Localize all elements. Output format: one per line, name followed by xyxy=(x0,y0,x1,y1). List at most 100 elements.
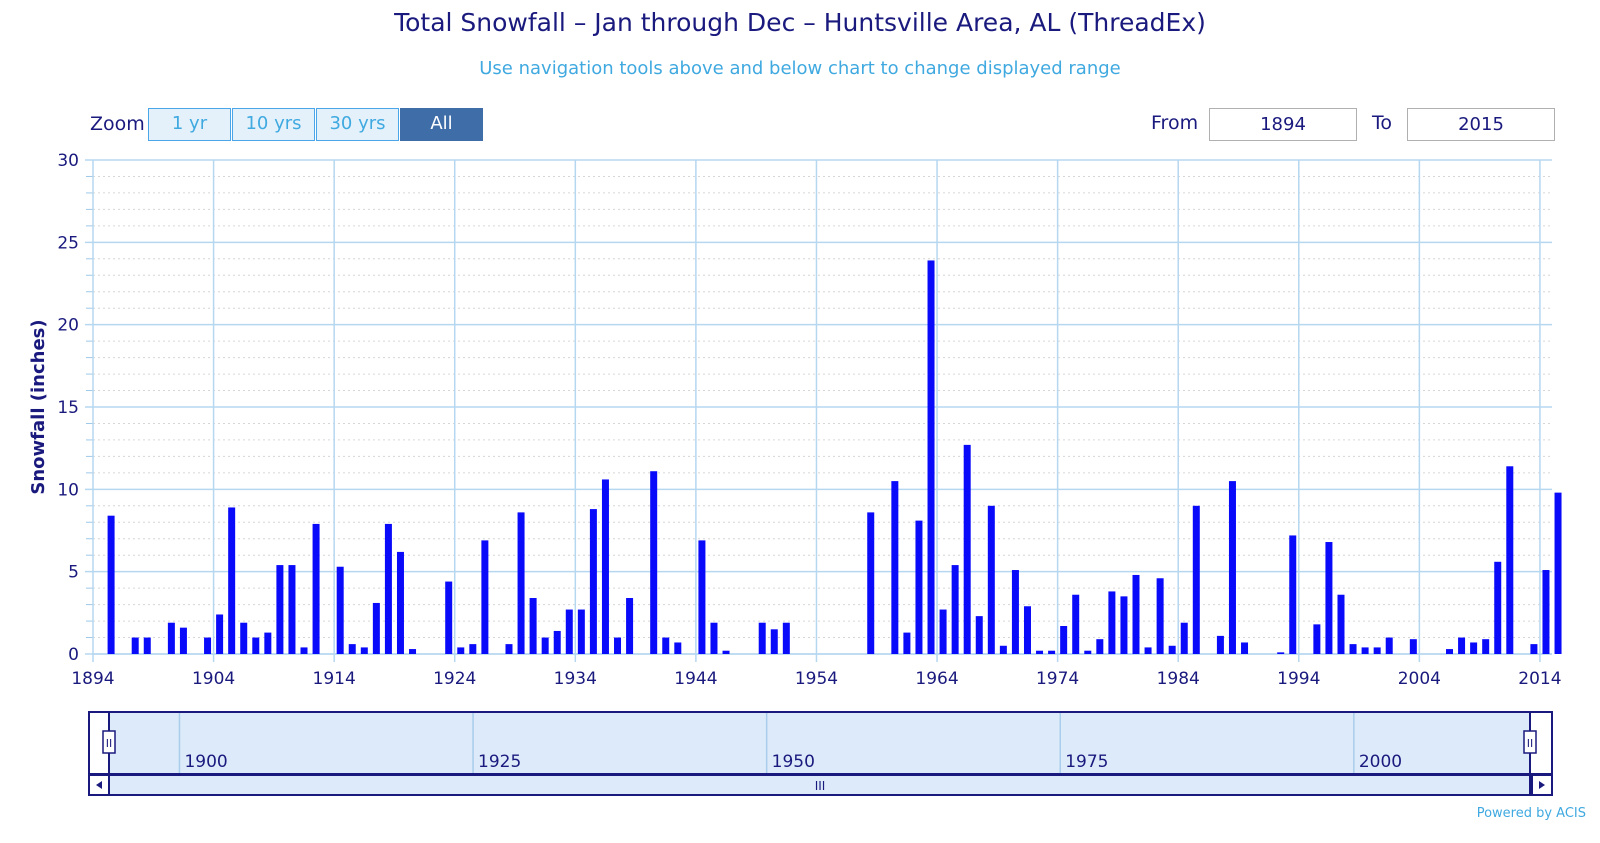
bar-1987[interactable] xyxy=(1216,635,1224,654)
bar-1911[interactable] xyxy=(300,647,308,654)
bar-1908[interactable] xyxy=(264,632,272,654)
bar-1905[interactable] xyxy=(228,507,236,654)
zoom-30yrs-button[interactable]: 30 yrs xyxy=(316,108,399,141)
bar-1980[interactable] xyxy=(1132,574,1140,654)
bar-1968[interactable] xyxy=(987,505,995,654)
bar-2014[interactable] xyxy=(1542,570,1550,654)
navigator-selection[interactable] xyxy=(109,713,1530,773)
bar-1972[interactable] xyxy=(1036,650,1044,654)
bar-1910[interactable] xyxy=(288,565,296,654)
bar-1989[interactable] xyxy=(1241,642,1249,654)
bar-1983[interactable] xyxy=(1168,645,1176,654)
to-input[interactable] xyxy=(1407,108,1555,141)
bar-1961[interactable] xyxy=(903,632,911,654)
bar-1897[interactable] xyxy=(131,637,139,654)
bar-1938[interactable] xyxy=(626,598,634,654)
bar-1962[interactable] xyxy=(915,520,923,654)
bar-1967[interactable] xyxy=(975,616,983,654)
bar-1895[interactable] xyxy=(107,515,115,654)
bar-1916[interactable] xyxy=(360,647,368,654)
bar-1946[interactable] xyxy=(722,650,730,654)
navigator-left-handle[interactable]: II xyxy=(102,730,116,754)
bar-2015[interactable] xyxy=(1554,492,1562,654)
bar-1966[interactable] xyxy=(963,444,971,654)
bar-1928[interactable] xyxy=(505,644,513,654)
bar-2013[interactable] xyxy=(1530,644,1538,654)
bar-1971[interactable] xyxy=(1023,606,1031,654)
bar-1906[interactable] xyxy=(240,622,248,654)
bar-1999[interactable] xyxy=(1361,647,1369,654)
bar-1944[interactable] xyxy=(698,540,706,654)
bar-1970[interactable] xyxy=(1011,570,1019,654)
bar-1940[interactable] xyxy=(650,471,658,654)
bar-1977[interactable] xyxy=(1096,639,1104,654)
bar-1949[interactable] xyxy=(758,622,766,654)
bar-1993[interactable] xyxy=(1289,535,1297,654)
bar-1936[interactable] xyxy=(601,479,609,654)
bar-1929[interactable] xyxy=(517,512,525,654)
bar-1924[interactable] xyxy=(457,647,465,654)
bar-1951[interactable] xyxy=(782,622,790,654)
bar-1992[interactable] xyxy=(1277,652,1285,654)
bar-1979[interactable] xyxy=(1120,596,1128,654)
bar-1975[interactable] xyxy=(1072,594,1080,654)
bar-1898[interactable] xyxy=(143,637,151,654)
from-input[interactable] xyxy=(1209,108,1357,141)
navigator-right-handle[interactable]: II xyxy=(1523,730,1537,754)
bar-1909[interactable] xyxy=(276,565,284,654)
bar-1964[interactable] xyxy=(939,609,947,654)
bar-1904[interactable] xyxy=(216,614,224,654)
bar-1942[interactable] xyxy=(674,642,682,654)
bar-1998[interactable] xyxy=(1349,644,1357,654)
bar-1912[interactable] xyxy=(312,523,320,654)
bar-1930[interactable] xyxy=(529,598,537,654)
zoom-1yr-button[interactable]: 1 yr xyxy=(148,108,231,141)
bar-1903[interactable] xyxy=(204,637,212,654)
bar-2001[interactable] xyxy=(1385,637,1393,654)
bar-1907[interactable] xyxy=(252,637,260,654)
bar-1973[interactable] xyxy=(1048,650,1056,654)
bar-1988[interactable] xyxy=(1228,481,1236,654)
bar-1958[interactable] xyxy=(867,512,875,654)
bar-1950[interactable] xyxy=(770,629,778,654)
bar-1933[interactable] xyxy=(565,609,573,654)
bar-1941[interactable] xyxy=(662,637,670,654)
bar-1984[interactable] xyxy=(1180,622,1188,654)
range-navigator[interactable]: 1900 1925 1950 1975 2000 III II II xyxy=(88,711,1553,796)
bar-2000[interactable] xyxy=(1373,647,1381,654)
bar-1934[interactable] xyxy=(577,609,585,654)
bar-2010[interactable] xyxy=(1494,561,1502,654)
bar-1915[interactable] xyxy=(348,644,356,654)
bar-1969[interactable] xyxy=(999,645,1007,654)
bar-2006[interactable] xyxy=(1446,649,1454,654)
bar-1945[interactable] xyxy=(710,622,718,654)
bar-1963[interactable] xyxy=(927,260,935,654)
bar-1919[interactable] xyxy=(396,551,404,654)
bar-1960[interactable] xyxy=(891,481,899,654)
bar-2009[interactable] xyxy=(1482,639,1490,654)
powered-by-credit[interactable]: Powered by ACIS xyxy=(1476,806,1586,821)
bar-1981[interactable] xyxy=(1144,647,1152,654)
bar-1982[interactable] xyxy=(1156,578,1164,654)
zoom-all-button[interactable]: All xyxy=(400,108,483,141)
bar-1965[interactable] xyxy=(951,565,959,654)
bar-1923[interactable] xyxy=(445,581,453,654)
bar-1985[interactable] xyxy=(1192,505,1200,654)
scrollbar-grip[interactable]: III xyxy=(815,779,826,793)
bar-2011[interactable] xyxy=(1506,466,1514,654)
bar-1996[interactable] xyxy=(1325,542,1333,654)
bar-1918[interactable] xyxy=(384,523,392,654)
bar-1976[interactable] xyxy=(1084,650,1092,654)
bar-1974[interactable] xyxy=(1060,626,1068,654)
bar-1931[interactable] xyxy=(541,637,549,654)
bar-1914[interactable] xyxy=(336,566,344,654)
zoom-10yrs-button[interactable]: 10 yrs xyxy=(232,108,315,141)
bar-1901[interactable] xyxy=(179,627,187,654)
bar-2003[interactable] xyxy=(1409,639,1417,654)
bar-1900[interactable] xyxy=(167,622,175,654)
bar-1997[interactable] xyxy=(1337,594,1345,654)
bar-1917[interactable] xyxy=(372,602,380,654)
bar-1932[interactable] xyxy=(553,630,561,654)
bar-2008[interactable] xyxy=(1470,642,1478,654)
bar-1978[interactable] xyxy=(1108,591,1116,654)
